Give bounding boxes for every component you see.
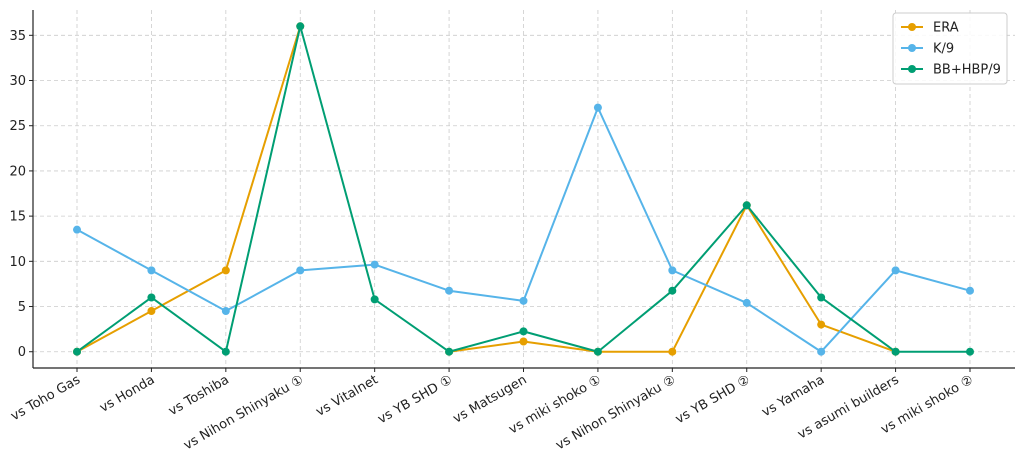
data-point-k-9 xyxy=(147,266,156,275)
legend-marker xyxy=(908,65,916,73)
x-tick-label: vs YB SHD ① xyxy=(375,372,455,427)
y-tick-label: 35 xyxy=(9,29,26,44)
data-point-k-9 xyxy=(370,260,379,269)
legend-marker xyxy=(908,23,916,31)
data-point-k-9 xyxy=(593,103,602,112)
legend-label: K/9 xyxy=(933,42,954,57)
data-point-k-9 xyxy=(891,266,900,275)
data-point-k-9 xyxy=(966,286,974,295)
data-point-k-9 xyxy=(73,225,81,234)
data-point-bb-hbp-9 xyxy=(668,286,677,295)
data-point-k-9 xyxy=(221,307,230,316)
data-point-era xyxy=(817,320,826,329)
legend: ERA K/9 BB+HBP/9 xyxy=(892,12,1008,85)
data-point-bb-hbp-9 xyxy=(817,293,826,302)
x-tick-label: vs Toshiba xyxy=(166,372,232,419)
data-point-era xyxy=(147,307,156,316)
data-point-bb-hbp-9 xyxy=(519,327,528,336)
y-tick-label: 10 xyxy=(9,255,26,270)
data-point-k-9 xyxy=(519,296,528,305)
data-point-bb-hbp-9 xyxy=(221,347,230,356)
y-tick-label: 20 xyxy=(9,164,26,179)
x-tick-label: vs Nihon Shinyaku ① xyxy=(181,372,306,453)
axes: 0 5 10 15 20 25 30 35 vs Toho Gas vs Honda vs Tosh… xyxy=(8,10,1015,453)
series-era xyxy=(73,22,900,356)
data-point-k-9 xyxy=(742,298,751,307)
data-point-k-9 xyxy=(668,266,677,275)
grid xyxy=(33,10,1015,368)
x-tick-label: vs YB SHD ② xyxy=(673,372,753,427)
x-tick-label: vs Honda xyxy=(97,372,157,415)
series-lines xyxy=(73,22,974,356)
series-bb-hbp-9 xyxy=(73,22,974,356)
x-tick-label: vs Vitalnet xyxy=(314,372,381,419)
legend-marker xyxy=(908,44,916,52)
legend-label: BB+HBP/9 xyxy=(933,63,1001,78)
x-tick-label: vs Yamaha xyxy=(759,372,827,420)
data-point-bb-hbp-9 xyxy=(742,201,751,210)
data-point-bb-hbp-9 xyxy=(966,347,974,356)
x-tick-label: vs Nihon Shinyaku ② xyxy=(553,372,678,453)
data-point-bb-hbp-9 xyxy=(445,347,454,356)
legend-item-bb-hbp-9: BB+HBP/9 xyxy=(901,63,1001,78)
data-point-bb-hbp-9 xyxy=(296,22,305,31)
data-point-k-9 xyxy=(817,347,826,356)
y-tick-label: 15 xyxy=(9,210,26,225)
series-line-era xyxy=(76,25,302,353)
legend-label: ERA xyxy=(933,21,959,36)
series-k-9 xyxy=(73,103,974,356)
data-point-bb-hbp-9 xyxy=(370,295,379,304)
data-point-bb-hbp-9 xyxy=(891,347,900,356)
data-point-bb-hbp-9 xyxy=(147,293,156,302)
y-tick-label: 0 xyxy=(18,345,26,360)
data-point-era xyxy=(519,337,528,346)
data-point-bb-hbp-9 xyxy=(73,347,81,356)
data-point-bb-hbp-9 xyxy=(593,347,602,356)
data-point-era xyxy=(668,347,677,356)
legend-item-k-9: K/9 xyxy=(901,42,954,57)
data-point-era xyxy=(221,266,230,275)
data-point-k-9 xyxy=(445,286,454,295)
y-tick-label: 25 xyxy=(9,119,26,134)
x-tick-label: vs Toho Gas xyxy=(8,372,83,424)
y-tick-label: 5 xyxy=(18,300,26,315)
data-point-k-9 xyxy=(296,266,305,275)
legend-box xyxy=(892,12,1008,85)
y-tick-label: 30 xyxy=(9,74,26,89)
legend-item-era: ERA xyxy=(901,21,959,36)
